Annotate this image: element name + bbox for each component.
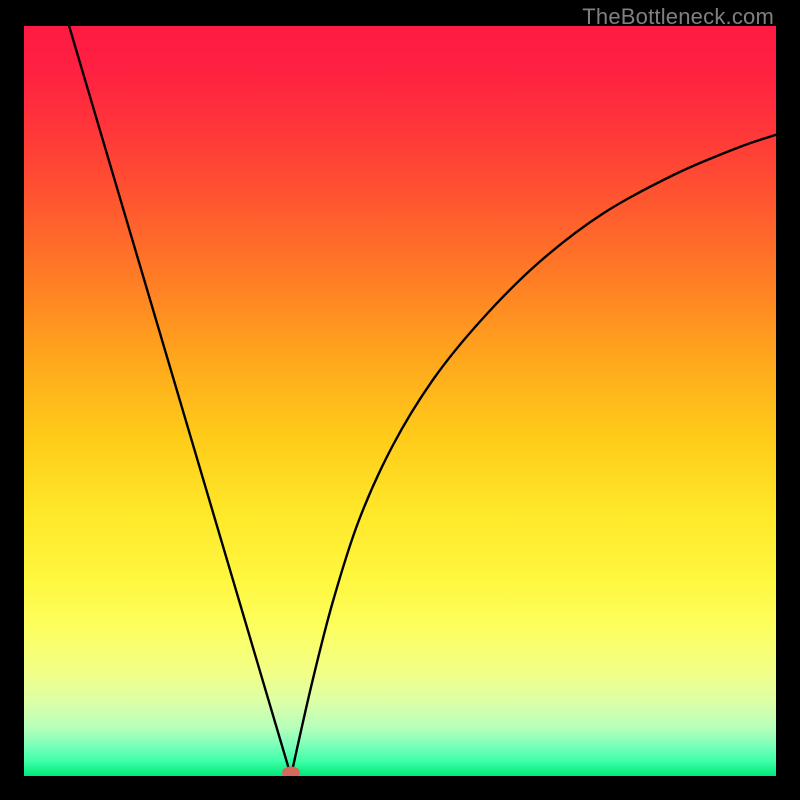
gradient-background <box>24 26 776 776</box>
bottleneck-chart <box>24 26 776 776</box>
chart-frame: TheBottleneck.com <box>0 0 800 800</box>
plot-area <box>24 26 776 776</box>
